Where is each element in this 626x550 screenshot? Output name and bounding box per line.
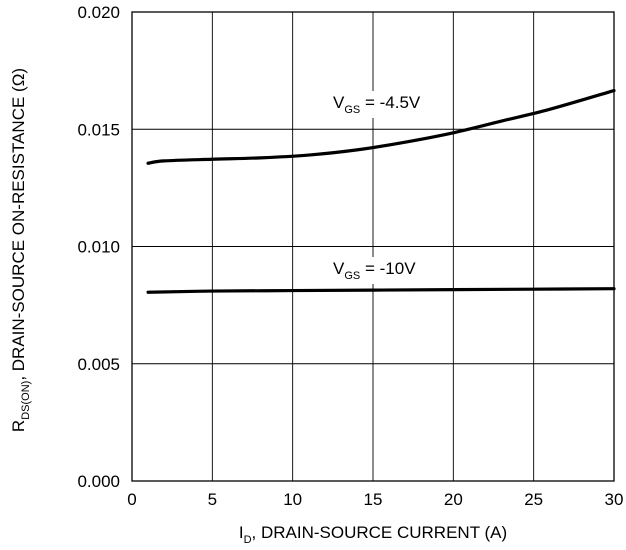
x-tick-label: 30 — [605, 490, 624, 509]
series-labels: VGS = -4.5V VGS = -10V — [327, 91, 427, 284]
y-tick-label: 0.005 — [77, 355, 120, 374]
series-label-bg-vgs-4-5 — [327, 91, 427, 118]
x-axis-label: ID, DRAIN-SOURCE CURRENT (A) — [239, 523, 507, 546]
x-tick-label: 20 — [444, 490, 463, 509]
x-tick-label: 25 — [524, 490, 543, 509]
y-axis-label: RDS(ON), DRAIN-SOURCE ON-RESISTANCE (Ω) — [9, 68, 32, 432]
series-line-0 — [146, 88, 616, 165]
y-tick-label: 0.010 — [77, 238, 120, 257]
x-tick-label: 10 — [283, 490, 302, 509]
y-tick-label: 0.020 — [77, 3, 120, 22]
y-tick-label: 0.000 — [77, 472, 120, 491]
x-tick-label: 5 — [208, 490, 217, 509]
series-label-bg-vgs-10 — [327, 257, 423, 284]
x-tick-label: 15 — [364, 490, 383, 509]
series-label-vgs-10: VGS = -10V — [333, 259, 416, 282]
x-tick-label: 0 — [127, 490, 136, 509]
series-label-vgs-4-5: VGS = -4.5V — [333, 93, 421, 116]
y-tick-label: 0.015 — [77, 120, 120, 139]
plot-frame — [131, 11, 615, 482]
series-layer — [146, 88, 616, 294]
series-line-1 — [146, 287, 616, 294]
tick-labels: 0 5 10 15 20 25 30 0.000 0.005 0.010 0.015 0.020 — [77, 3, 623, 509]
grid — [131, 11, 615, 482]
